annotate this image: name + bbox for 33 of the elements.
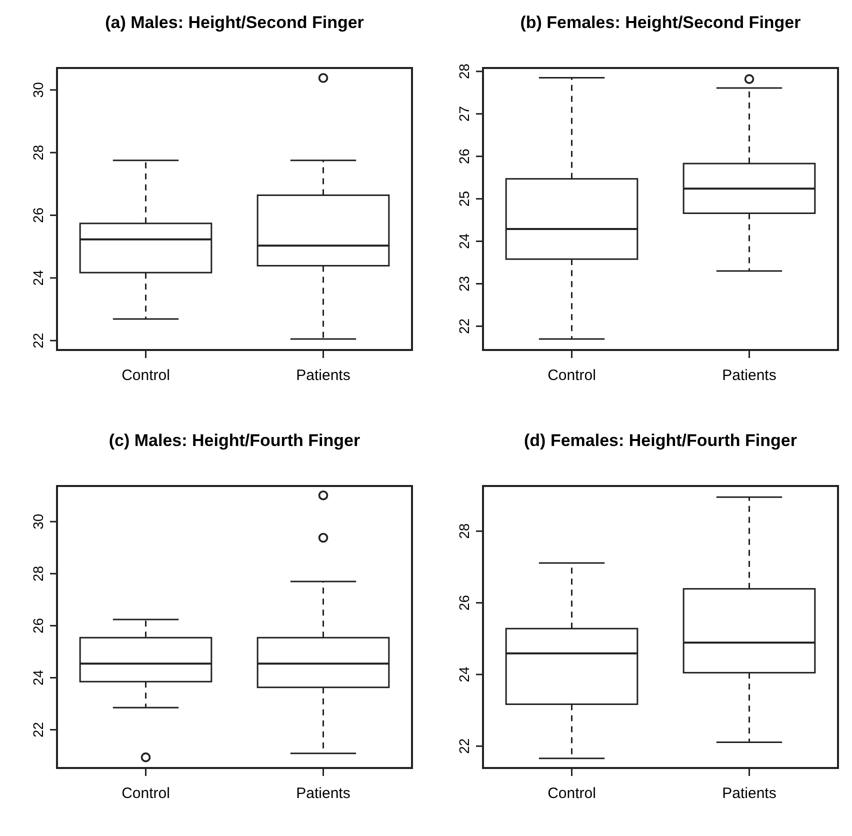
x-tick-label: Patients: [296, 367, 350, 384]
y-tick-label: 24: [456, 233, 472, 250]
y-tick-label: 24: [30, 670, 46, 686]
x-tick-label: Control: [548, 785, 596, 802]
y-tick-label: 26: [456, 148, 472, 164]
y-tick-label: 22: [30, 332, 46, 348]
x-tick-label: Patients: [722, 785, 776, 802]
x-tick-label: Control: [122, 367, 170, 384]
y-tick-label: 26: [30, 207, 46, 224]
y-tick-label: 28: [30, 566, 46, 582]
y-tick-label: 28: [30, 144, 46, 160]
y-tick-label: 26: [30, 618, 46, 634]
y-tick-label: 25: [456, 190, 472, 207]
chart-title: (b) Females: Height/Second Finger: [520, 13, 802, 32]
x-tick-label: Patients: [296, 785, 350, 802]
x-tick-label: Control: [548, 367, 596, 384]
y-tick-label: 27: [456, 106, 472, 122]
chart-title: (d) Females: Height/Fourth Finger: [524, 431, 798, 450]
y-tick-label: 28: [456, 523, 472, 539]
x-tick-label: Control: [122, 785, 170, 802]
y-tick-label: 24: [456, 666, 472, 682]
y-tick-label: 28: [456, 63, 472, 80]
chart-title: (a) Males: Height/Second Finger: [105, 13, 364, 32]
x-tick-label: Patients: [722, 367, 776, 384]
y-tick-label: 24: [30, 270, 46, 286]
y-tick-label: 22: [456, 738, 472, 754]
y-tick-label: 30: [30, 514, 46, 530]
y-tick-label: 26: [456, 594, 472, 611]
y-tick-label: 23: [456, 276, 472, 292]
chart-title: (c) Males: Height/Fourth Finger: [108, 431, 360, 450]
y-tick-label: 22: [456, 318, 472, 334]
y-tick-label: 30: [30, 82, 46, 98]
y-tick-label: 22: [30, 722, 46, 738]
